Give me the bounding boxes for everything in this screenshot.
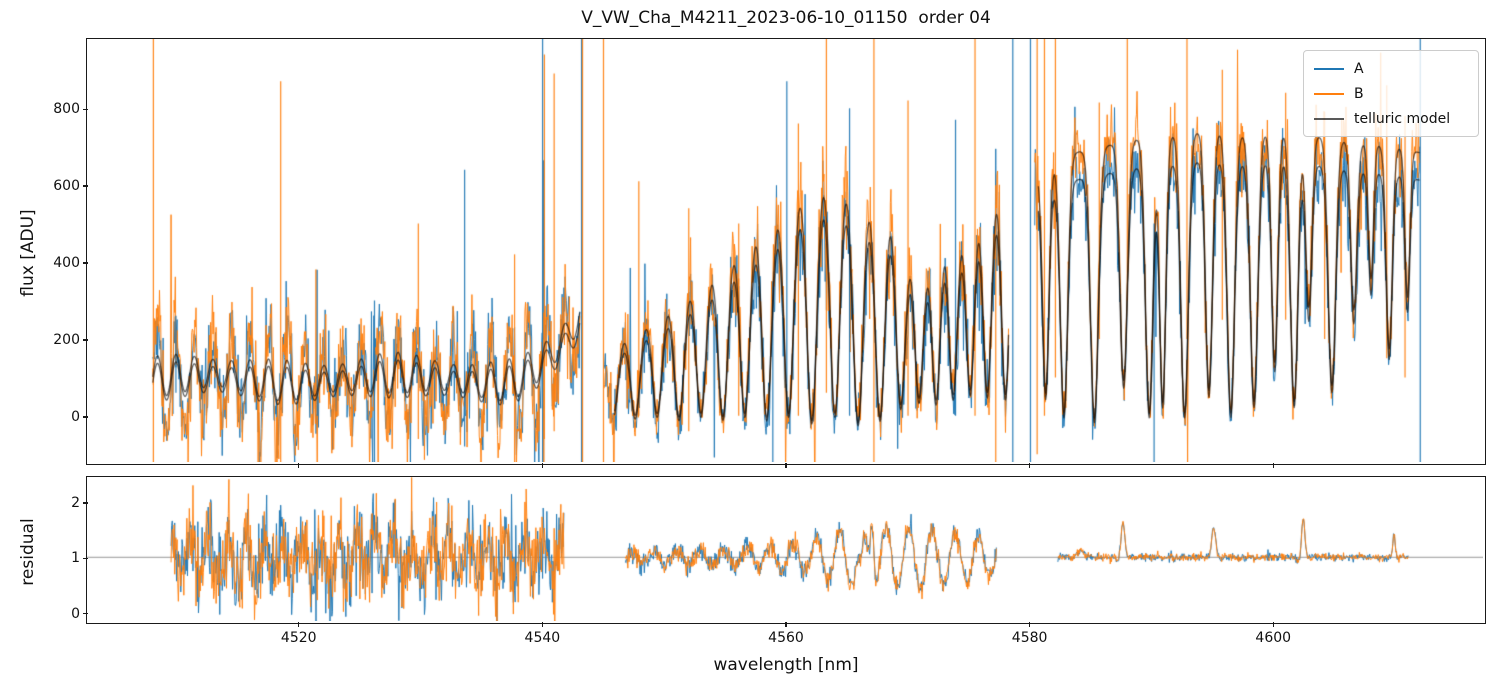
x-tick-mark-flux xyxy=(785,463,787,468)
x-tick-mark-flux xyxy=(1272,463,1274,468)
residual-panel xyxy=(86,476,1486,624)
legend-line-swatch xyxy=(1314,68,1344,70)
legend-label: telluric model xyxy=(1354,111,1451,127)
residual-y-tick-mark xyxy=(83,557,88,559)
legend-label: A xyxy=(1354,61,1364,77)
flux-y-tick-mark xyxy=(83,416,88,418)
x-tick-label: 4540 xyxy=(524,630,561,646)
x-tick-mark-residual xyxy=(541,622,544,627)
residual-y-axis-label: residual xyxy=(18,518,38,586)
flux-panel xyxy=(86,38,1486,465)
x-tick-label: 4600 xyxy=(1255,630,1292,646)
legend-item-a: A xyxy=(1314,57,1364,81)
x-tick-label: 4520 xyxy=(280,630,317,646)
residual-y-tick-mark xyxy=(83,612,88,615)
x-tick-mark-flux xyxy=(1028,463,1031,468)
flux-plot-canvas xyxy=(87,39,1483,462)
x-tick-mark-residual xyxy=(1272,622,1274,627)
legend-item-b: B xyxy=(1314,82,1364,106)
residual-y-tick-label: 0 xyxy=(71,605,80,622)
residual-y-tick-label: 2 xyxy=(71,494,80,511)
x-tick-mark-residual xyxy=(1028,622,1031,627)
x-tick-mark-flux xyxy=(541,463,544,468)
flux-y-tick-label: 400 xyxy=(53,255,80,272)
plot-title: V_VW_Cha_M4211_2023-06-10_01150 order 04 xyxy=(581,8,991,28)
residual-y-tick-label: 1 xyxy=(71,550,80,567)
flux-y-tick-label: 800 xyxy=(53,101,80,118)
x-tick-label: 4560 xyxy=(768,630,804,646)
flux-y-tick-mark xyxy=(83,262,88,264)
flux-y-tick-mark xyxy=(83,108,88,110)
x-tick-mark-residual xyxy=(298,622,300,627)
legend-line-swatch xyxy=(1314,118,1344,120)
x-axis-label: wavelength [nm] xyxy=(713,655,859,675)
legend-label: B xyxy=(1354,86,1364,102)
x-tick-mark-flux xyxy=(298,463,300,468)
residual-plot-canvas xyxy=(87,477,1483,621)
flux-y-tick-label: 200 xyxy=(53,331,80,348)
x-tick-mark-residual xyxy=(785,622,787,627)
flux-y-tick-label: 0 xyxy=(71,408,80,425)
flux-y-tick-mark xyxy=(83,185,88,187)
flux-y-tick-label: 600 xyxy=(53,178,80,195)
legend-line-swatch xyxy=(1314,93,1344,95)
residual-y-tick-mark xyxy=(83,502,88,504)
flux-y-tick-mark xyxy=(83,339,88,341)
x-tick-label: 4580 xyxy=(1011,630,1048,646)
flux-y-axis-label: flux [ADU] xyxy=(18,209,38,297)
legend-item-telluric-model: telluric model xyxy=(1314,107,1450,131)
